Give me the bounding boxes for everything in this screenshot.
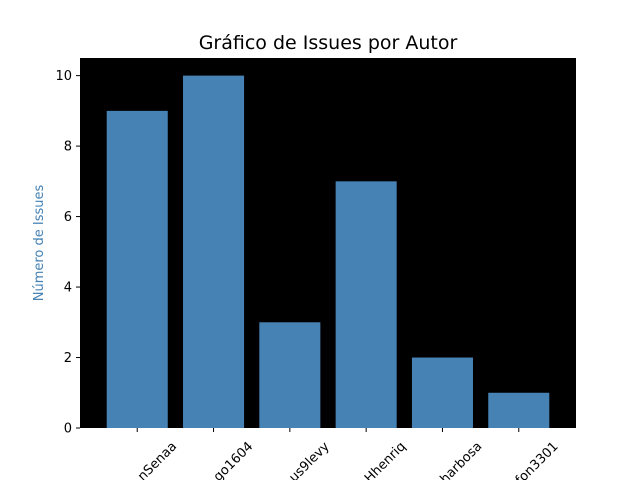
x-axis: nSenaa go1604 us9levy Hhenriq harbosa fon3301 bbox=[135, 428, 562, 480]
y-tick-label: 6 bbox=[64, 210, 72, 225]
y-tick-label: 8 bbox=[64, 140, 72, 155]
bar-0 bbox=[106, 110, 168, 429]
chart-title: Gráfico de Issues por Autor bbox=[199, 32, 458, 54]
bar-2 bbox=[259, 322, 321, 428]
y-tick-label: 10 bbox=[55, 69, 72, 84]
x-tick-label: us9levy bbox=[287, 439, 333, 480]
bar-5 bbox=[488, 392, 550, 428]
x-tick-label: go1604 bbox=[211, 439, 256, 480]
bars-group bbox=[106, 75, 550, 429]
bar-1 bbox=[183, 75, 245, 429]
x-tick-label: harbosa bbox=[438, 439, 486, 480]
x-tick-label: Hhenriq bbox=[362, 439, 409, 480]
x-tick-label: nSenaa bbox=[135, 439, 180, 480]
y-tick-label: 4 bbox=[64, 281, 72, 296]
y-tick-label: 2 bbox=[64, 351, 72, 366]
y-axis-label: Número de Issues bbox=[32, 185, 47, 302]
bar-3 bbox=[335, 181, 397, 428]
y-tick-label: 0 bbox=[64, 422, 72, 437]
y-axis: 0 2 4 6 8 10 bbox=[55, 69, 80, 437]
x-tick-label: fon3301 bbox=[513, 439, 562, 480]
bar-4 bbox=[411, 357, 473, 428]
